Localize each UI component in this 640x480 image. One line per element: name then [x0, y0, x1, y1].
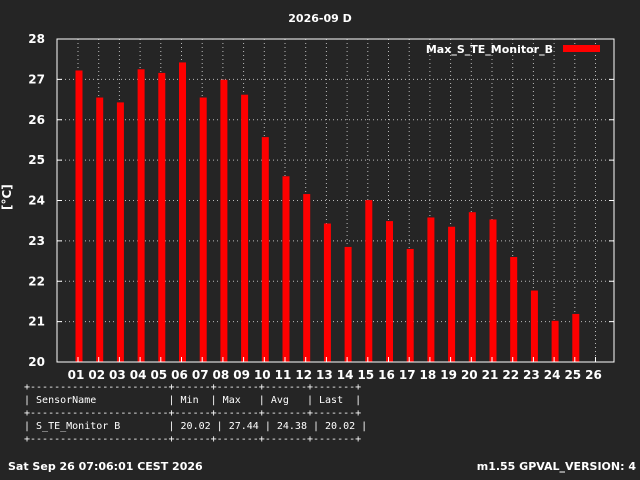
bar [406, 248, 414, 362]
x-tick-label: 04 [130, 368, 147, 382]
x-tick-label: 03 [109, 368, 126, 382]
bar [241, 94, 249, 362]
x-tick-label: 18 [420, 368, 437, 382]
x-tick-label: 26 [585, 368, 602, 382]
bar [572, 313, 580, 362]
bar [303, 194, 311, 362]
x-tick-label: 06 [171, 368, 188, 382]
bar [386, 221, 393, 362]
x-tick-label: 20 [461, 368, 478, 382]
bar [96, 97, 104, 362]
bar [137, 69, 145, 362]
bar [282, 176, 290, 362]
legend-swatch [563, 45, 600, 52]
x-tick-label: 14 [337, 368, 354, 382]
y-tick-label: 24 [28, 194, 45, 208]
bar [261, 137, 269, 362]
bar [323, 223, 331, 362]
x-tick-label: 22 [502, 368, 519, 382]
bar [530, 290, 538, 362]
x-tick-label: 16 [378, 368, 395, 382]
x-tick-label: 07 [192, 368, 209, 382]
x-tick-label: 05 [150, 368, 167, 382]
bar [75, 70, 83, 363]
x-tick-label: 21 [482, 368, 499, 382]
y-tick-label: 23 [28, 234, 45, 248]
bar [179, 62, 186, 362]
y-tick-label: 22 [28, 274, 45, 288]
bar [551, 320, 559, 362]
x-tick-label: 11 [275, 368, 292, 382]
bar [344, 246, 352, 362]
x-tick-label: 09 [233, 368, 250, 382]
stats-border-top: +-----------------------+------+-------+… [24, 382, 362, 393]
legend-label: Max_S_TE_Monitor_B [426, 43, 553, 56]
x-tick-label: 12 [295, 368, 312, 382]
bar [365, 200, 373, 362]
chart-title: 2026-09 D [288, 12, 352, 25]
x-tick-label: 13 [316, 368, 333, 382]
x-tick-label: 01 [68, 368, 85, 382]
x-tick-label: 19 [440, 368, 457, 382]
footer-version: m1.55 GPVAL_VERSION: 4 [476, 460, 636, 473]
bar [158, 72, 166, 362]
x-tick-label: 17 [399, 368, 416, 382]
x-tick-label: 02 [88, 368, 105, 382]
y-tick-label: 25 [28, 153, 45, 167]
bar [468, 212, 476, 362]
bar [489, 219, 497, 362]
x-tick-label: 24 [544, 368, 561, 382]
bar [427, 217, 435, 362]
plot-frame [56, 38, 615, 363]
y-tick-label: 20 [28, 355, 45, 369]
x-tick-label: 23 [523, 368, 540, 382]
y-tick-label: 21 [28, 315, 45, 329]
bar [220, 79, 228, 362]
x-tick-label: 10 [254, 368, 271, 382]
bar [199, 97, 207, 362]
footer-timestamp: Sat Sep 26 07:06:01 CEST 2026 [8, 460, 203, 473]
stats-row: | S_TE_Monitor B | 20.02 | 27.44 | 24.38… [24, 421, 368, 432]
bar [116, 102, 124, 363]
x-tick-label: 25 [564, 368, 581, 382]
stats-table: +-----------------------+------+-------+… [24, 381, 367, 446]
bar [510, 257, 518, 362]
x-tick-label: 15 [357, 368, 374, 382]
stats-border-mid: +-----------------------+------+-------+… [24, 408, 362, 419]
y-tick-label: 26 [28, 113, 45, 127]
y-tick-label: 28 [28, 32, 45, 46]
y-tick-label: 27 [28, 72, 45, 86]
x-tick-label: 08 [213, 368, 230, 382]
stats-border-bottom: +-----------------------+------+-------+… [24, 434, 362, 445]
bar [448, 226, 456, 362]
stats-header: | SensorName | Min | Max | Avg | Last | [24, 395, 362, 406]
